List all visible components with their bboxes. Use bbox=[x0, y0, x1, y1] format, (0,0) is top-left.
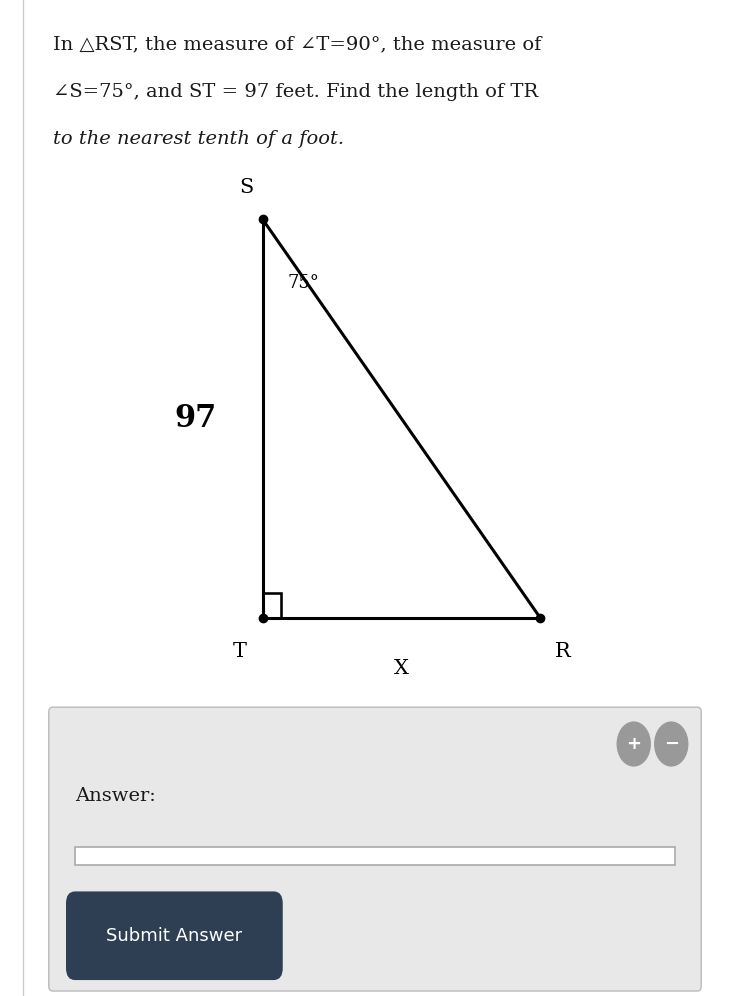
Text: S: S bbox=[238, 178, 253, 197]
Circle shape bbox=[617, 722, 650, 766]
Text: Submit Answer: Submit Answer bbox=[106, 926, 242, 945]
Text: R: R bbox=[554, 642, 570, 661]
Text: 97: 97 bbox=[174, 402, 216, 434]
Circle shape bbox=[655, 722, 688, 766]
Text: Answer:: Answer: bbox=[75, 787, 156, 805]
Text: to the nearest tenth of a foot.: to the nearest tenth of a foot. bbox=[53, 130, 344, 148]
Text: ∠S=75°, and ST = 97 feet. Find the length of TR: ∠S=75°, and ST = 97 feet. Find the lengt… bbox=[53, 83, 538, 101]
FancyBboxPatch shape bbox=[75, 847, 675, 865]
FancyBboxPatch shape bbox=[66, 891, 283, 980]
Text: +: + bbox=[626, 735, 641, 753]
Text: −: − bbox=[664, 735, 679, 753]
Text: X: X bbox=[394, 659, 409, 678]
FancyBboxPatch shape bbox=[49, 707, 701, 991]
Text: T: T bbox=[233, 642, 247, 661]
Text: 75°: 75° bbox=[287, 274, 320, 292]
Text: In △RST, the measure of ∠T=90°, the measure of: In △RST, the measure of ∠T=90°, the meas… bbox=[53, 35, 541, 53]
